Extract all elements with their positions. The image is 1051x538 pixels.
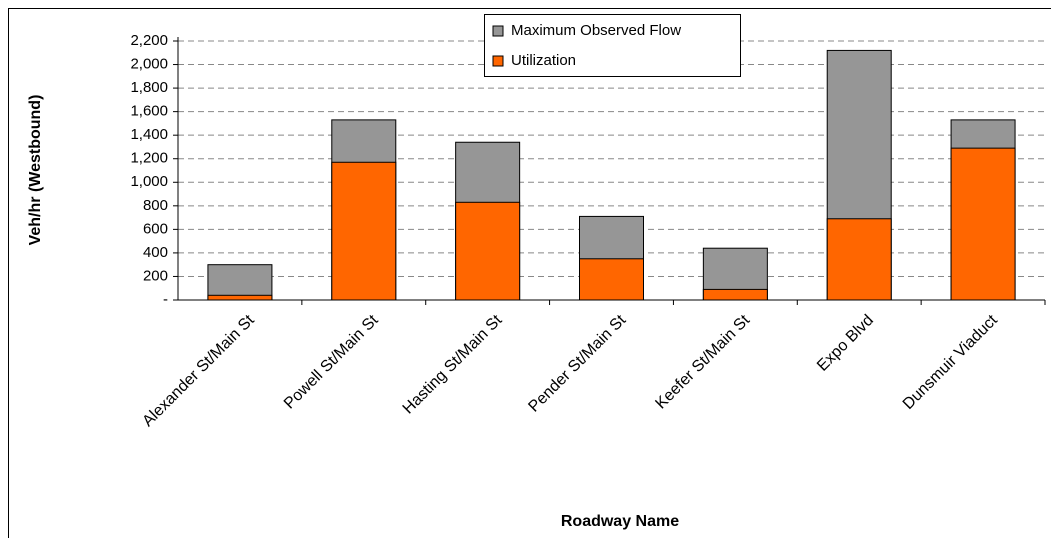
legend-label: Maximum Observed Flow <box>511 22 681 39</box>
y-axis-title: Veh/hr (Westbound) <box>27 95 44 246</box>
y-tick-label: 800 <box>143 197 168 214</box>
bar <box>455 201 521 301</box>
y-tick-label: 1,000 <box>130 173 168 190</box>
y-tick-label: 1,800 <box>130 79 168 96</box>
bar <box>950 147 1016 301</box>
x-tick-label: Hasting St/Main St <box>400 311 506 417</box>
x-tick-label: Pender St/Main St <box>525 311 629 415</box>
y-tick-label: 2,200 <box>130 32 168 49</box>
y-tick-label: - <box>163 291 168 308</box>
bar <box>826 218 892 301</box>
y-tick-label: 1,200 <box>130 150 168 167</box>
bar <box>579 258 644 301</box>
x-tick-label: Keefer St/Main St <box>652 311 753 412</box>
bar <box>207 264 273 301</box>
legend-swatch <box>492 25 504 37</box>
y-tick-label: 400 <box>143 244 168 261</box>
y-tick-label: 200 <box>143 267 168 284</box>
bar <box>207 294 273 301</box>
y-tick-label: 2,000 <box>130 56 168 73</box>
legend-box <box>484 14 741 77</box>
bar <box>702 288 768 301</box>
x-tick-label: Powell St/Main St <box>281 311 382 412</box>
chart-frame <box>8 8 1051 538</box>
legend-label: Utilization <box>511 52 576 69</box>
x-axis-title: Roadway Name <box>561 513 679 530</box>
y-tick-label: 1,400 <box>130 126 168 143</box>
y-tick-label: 600 <box>143 220 168 237</box>
x-tick-label: Alexander St/Main St <box>139 311 258 430</box>
x-tick-label: Dunsmuir Viaduct <box>900 311 1002 413</box>
legend-swatch <box>492 55 504 67</box>
y-tick-label: 1,600 <box>130 103 168 120</box>
x-tick-label: Expo Blvd <box>814 312 877 375</box>
bar <box>331 161 397 301</box>
